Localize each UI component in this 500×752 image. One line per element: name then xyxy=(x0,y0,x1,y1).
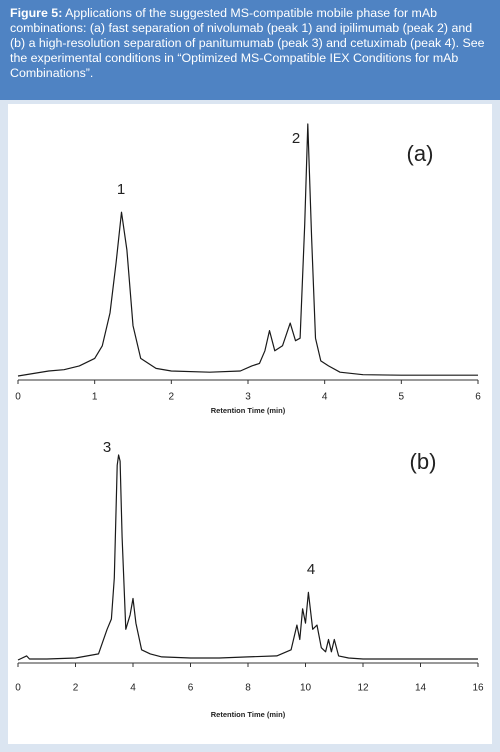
panel-label: (a) xyxy=(407,141,434,166)
x-axis-title: Retention Time (min) xyxy=(211,406,286,415)
caption-text: Applications of the suggested MS-compati… xyxy=(10,6,485,80)
x-tick-label: 10 xyxy=(300,683,312,694)
x-tick-label: 5 xyxy=(399,392,405,403)
panel-label: (b) xyxy=(410,449,437,474)
x-tick-label: 6 xyxy=(475,392,481,403)
x-tick-label: 16 xyxy=(472,683,484,694)
x-tick-label: 4 xyxy=(130,683,136,694)
peak-label: 3 xyxy=(103,439,111,456)
x-tick-label: 0 xyxy=(15,683,21,694)
x-tick-label: 0 xyxy=(15,392,21,403)
x-tick-label: 14 xyxy=(415,683,427,694)
x-axis-title: Retention Time (min) xyxy=(211,710,286,719)
x-tick-label: 6 xyxy=(188,683,194,694)
caption-label: Figure 5: xyxy=(10,6,63,20)
peak-label: 1 xyxy=(117,181,125,198)
trace xyxy=(17,454,478,661)
peak-label: 2 xyxy=(292,130,300,147)
panel xyxy=(8,104,492,744)
peak-label: 4 xyxy=(307,561,315,578)
x-tick-label: 1 xyxy=(92,392,98,403)
x-tick-label: 2 xyxy=(169,392,175,403)
x-tick-label: 3 xyxy=(245,392,251,403)
x-tick-label: 2 xyxy=(73,683,79,694)
x-tick-label: 12 xyxy=(357,683,369,694)
figure-caption: Figure 5: Applications of the suggested … xyxy=(0,0,500,100)
trace xyxy=(17,123,478,377)
x-tick-label: 4 xyxy=(322,392,328,403)
x-tick-label: 8 xyxy=(245,683,251,694)
